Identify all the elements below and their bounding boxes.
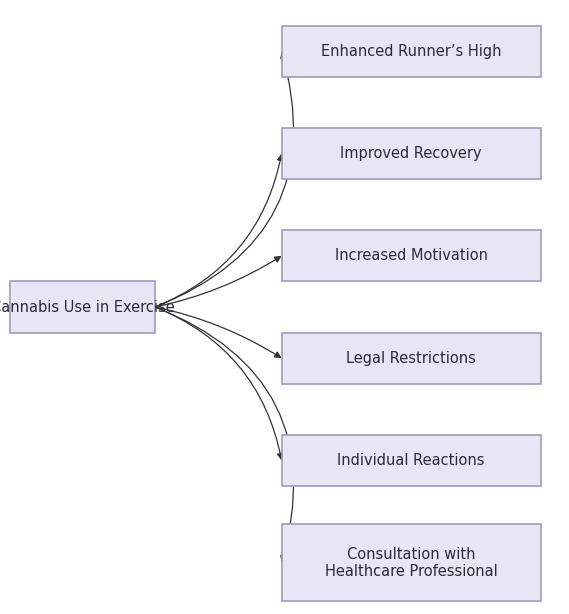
FancyArrowPatch shape (155, 307, 294, 561)
FancyArrowPatch shape (155, 155, 283, 307)
Text: Legal Restrictions: Legal Restrictions (346, 351, 476, 366)
FancyArrowPatch shape (155, 257, 281, 307)
FancyBboxPatch shape (282, 230, 541, 281)
FancyBboxPatch shape (282, 435, 541, 486)
Text: Increased Motivation: Increased Motivation (335, 248, 488, 263)
FancyBboxPatch shape (282, 128, 541, 179)
Text: Individual Reactions: Individual Reactions (337, 453, 485, 468)
Text: Consultation with
Healthcare Professional: Consultation with Healthcare Professiona… (325, 546, 497, 579)
Text: Enhanced Runner’s High: Enhanced Runner’s High (321, 44, 501, 59)
FancyArrowPatch shape (155, 307, 281, 357)
FancyArrowPatch shape (155, 307, 283, 459)
Text: Improved Recovery: Improved Recovery (340, 146, 482, 161)
FancyBboxPatch shape (282, 333, 541, 384)
FancyBboxPatch shape (282, 524, 541, 601)
FancyArrowPatch shape (155, 53, 294, 307)
FancyBboxPatch shape (10, 281, 155, 333)
Text: Cannabis Use in Exercise: Cannabis Use in Exercise (0, 300, 174, 314)
FancyBboxPatch shape (282, 26, 541, 77)
